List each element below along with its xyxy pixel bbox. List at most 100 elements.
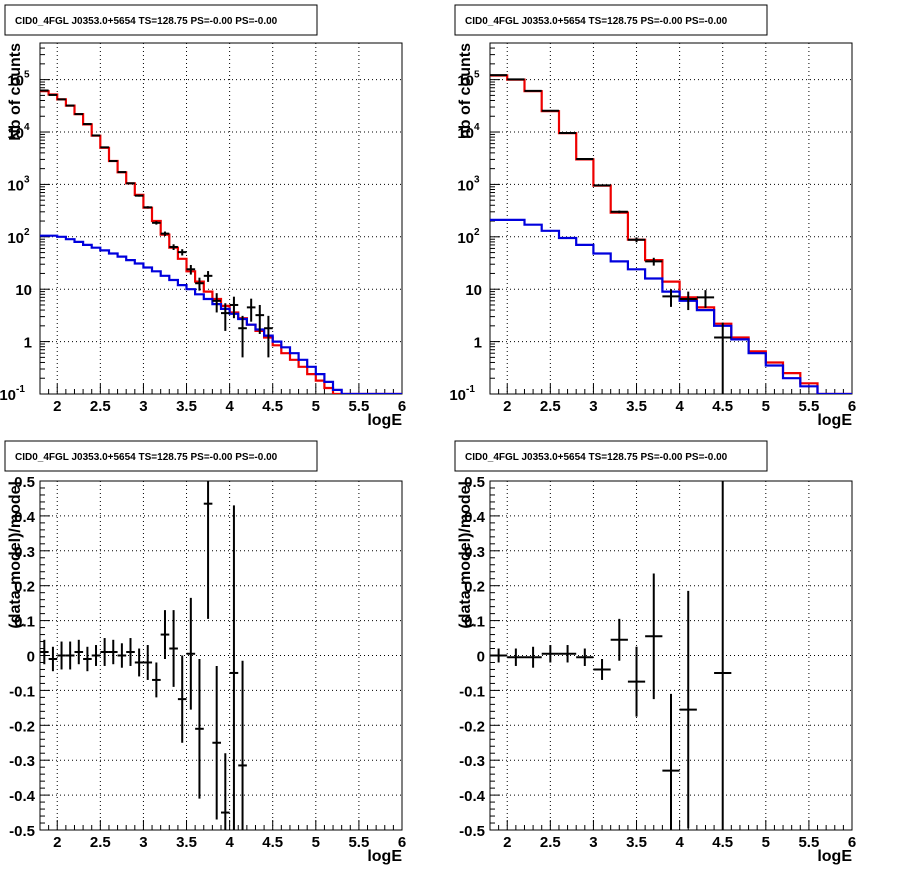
data-point (143, 206, 153, 209)
x-tick-label: 4.5 (262, 398, 283, 415)
data-point (177, 655, 187, 743)
data-point (48, 646, 58, 672)
y-tick-label: -0.4 (459, 788, 486, 805)
y-tick-label: 0.3 (14, 544, 35, 561)
y-tick-exponent: -1 (466, 384, 475, 395)
x-tick-label: 3 (139, 834, 147, 851)
data-point (576, 158, 594, 161)
data-point (645, 573, 663, 700)
x-tick-label: 6 (848, 834, 856, 851)
data-point (541, 645, 559, 663)
data-point (57, 641, 66, 670)
y-tick-exponent: 2 (474, 227, 480, 238)
data-point (126, 638, 135, 666)
y-tick-label: 0.4 (464, 509, 486, 526)
y-tick-label: 0.1 (14, 614, 35, 631)
y-tick-exponent: -1 (16, 384, 25, 395)
data-point (576, 648, 594, 666)
data-point (108, 639, 118, 665)
model-step-line-2 (490, 218, 852, 394)
data-point (627, 237, 646, 243)
x-tick-label: 3 (139, 398, 147, 415)
data-points (490, 481, 732, 830)
x-tick-label: 6 (398, 834, 406, 851)
y-tick-exponent: 3 (24, 174, 30, 185)
x-tick-label: 5.5 (798, 834, 819, 851)
title-box (4, 440, 318, 472)
data-point (593, 184, 611, 187)
data-point (229, 505, 239, 830)
y-tick-label: 0.1 (464, 614, 485, 631)
y-tick-exponent: 5 (474, 70, 480, 81)
y-tick-label: 0.2 (464, 579, 485, 596)
y-tick-label: -0.1 (459, 683, 485, 700)
y-tick-label: -0.3 (9, 753, 35, 770)
x-tick-label: 4.5 (262, 834, 283, 851)
x-tick-label: 3.5 (176, 834, 197, 851)
model-step-line-1 (40, 90, 402, 394)
y-axis-label: (data-model)/model (457, 481, 474, 629)
data-point (126, 182, 135, 185)
x-tick-label: 4.5 (712, 834, 733, 851)
data-point (83, 646, 92, 672)
data-point (246, 298, 256, 322)
data-point (108, 159, 118, 162)
data-point (65, 641, 75, 670)
y-axis-label: nb of counts (457, 43, 474, 139)
x-tick-label: 3.5 (626, 834, 647, 851)
y-tick-label: 10 (0, 387, 16, 404)
x-tick-label: 3 (589, 834, 597, 851)
y-tick-label: 0 (477, 649, 485, 666)
x-tick-label: 2.5 (540, 834, 561, 851)
data-layer (490, 481, 732, 830)
chart-title: CID0_4FGL J0353.0+5654 TS=128.75 PS=-0.0… (465, 16, 728, 27)
data-point (186, 264, 196, 275)
data-point (238, 315, 247, 358)
x-tick-label: 3.5 (176, 398, 197, 415)
y-tick-label: -0.2 (459, 718, 485, 735)
data-points (490, 74, 732, 394)
data-points (40, 89, 273, 358)
y-axis-label: Nb of counts (7, 43, 24, 141)
x-tick-label: 6 (848, 398, 856, 415)
data-point (169, 610, 178, 687)
grid (40, 481, 402, 830)
y-tick-label: 10 (15, 282, 32, 299)
y-tick-label: 10 (449, 387, 466, 404)
data-point (610, 210, 628, 214)
grid (40, 43, 402, 394)
x-tick-label: 4 (675, 834, 684, 851)
y-tick-label: 10 (7, 73, 24, 90)
x-tick-label: 2 (503, 398, 511, 415)
y-tick-label: 10 (457, 73, 474, 90)
x-tick-label: 6 (398, 398, 406, 415)
data-points (40, 481, 247, 830)
model-step-line-1 (490, 74, 852, 394)
y-tick-label: 10 (457, 177, 474, 194)
chart-title: CID0_4FGL J0353.0+5654 TS=128.75 PS=-0.0… (15, 16, 278, 27)
data-point (100, 146, 109, 149)
x-tick-label: 2.5 (540, 398, 561, 415)
y-tick-exponent: 4 (474, 122, 480, 133)
data-point (627, 646, 646, 717)
data-point (100, 638, 109, 666)
y-tick-label: 0.4 (14, 509, 36, 526)
data-point (662, 289, 680, 307)
data-point (117, 643, 127, 668)
y-axis-label: (data-model)/model (7, 481, 24, 629)
data-point (238, 660, 247, 830)
data-point (490, 648, 508, 663)
data-point (195, 277, 204, 291)
data-point (264, 315, 273, 358)
x-tick-label: 4 (225, 834, 234, 851)
data-point (169, 244, 178, 251)
data-point (160, 610, 170, 659)
y-tick-label: 10 (7, 177, 24, 194)
data-point (152, 662, 161, 698)
chart-title: CID0_4FGL J0353.0+5654 TS=128.75 PS=-0.0… (465, 452, 728, 463)
y-tick-label: -0.4 (9, 788, 36, 805)
y-tick-label: 0.5 (464, 474, 485, 491)
data-point (524, 646, 542, 668)
data-point (143, 645, 153, 680)
data-point (558, 645, 577, 663)
